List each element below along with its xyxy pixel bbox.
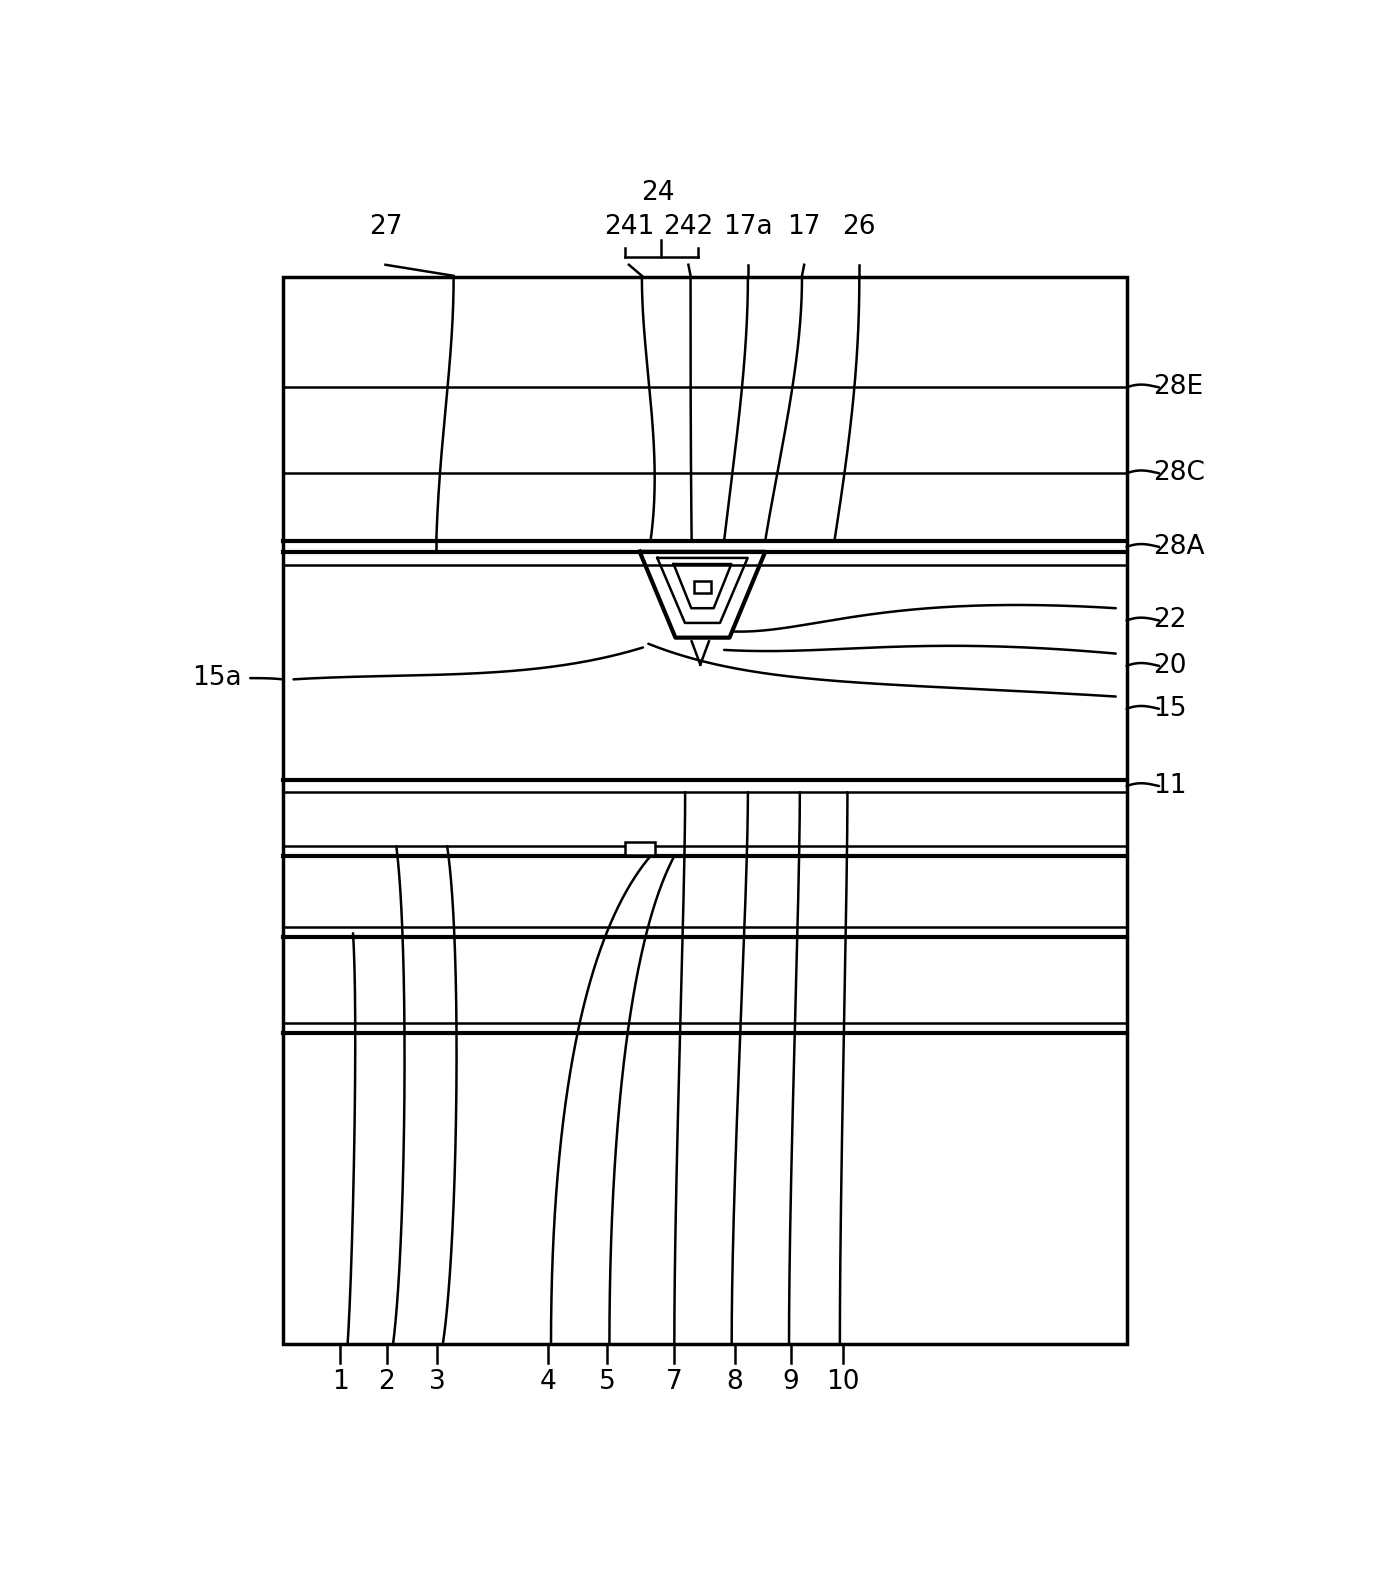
Text: 20: 20 [1153, 653, 1187, 679]
Text: 11: 11 [1153, 773, 1187, 800]
Bar [694, 581, 711, 594]
Text: 17a: 17a [723, 213, 773, 241]
Text: 1: 1 [332, 1368, 349, 1395]
Bar [282, 277, 1127, 1344]
Text: 3: 3 [429, 1368, 445, 1395]
Text: 28A: 28A [1153, 534, 1205, 559]
Text: 4: 4 [539, 1368, 556, 1395]
Text: 2: 2 [378, 1368, 395, 1395]
Text: 28C: 28C [1153, 460, 1206, 486]
Text: 22: 22 [1153, 607, 1187, 634]
Text: 28E: 28E [1153, 374, 1203, 400]
Text: 9: 9 [783, 1368, 800, 1395]
Text: 8: 8 [726, 1368, 743, 1395]
Text: 17: 17 [787, 213, 821, 241]
Bar [624, 843, 655, 855]
Text: 15a: 15a [193, 666, 242, 691]
Text: 24: 24 [641, 180, 674, 205]
Text: 7: 7 [666, 1368, 683, 1395]
Text: 27: 27 [369, 213, 402, 241]
Text: 26: 26 [843, 213, 877, 241]
Text: 5: 5 [599, 1368, 616, 1395]
Text: 241: 241 [604, 213, 653, 241]
Text: 10: 10 [826, 1368, 860, 1395]
Text: 242: 242 [663, 213, 713, 241]
Text: 15: 15 [1153, 696, 1187, 722]
